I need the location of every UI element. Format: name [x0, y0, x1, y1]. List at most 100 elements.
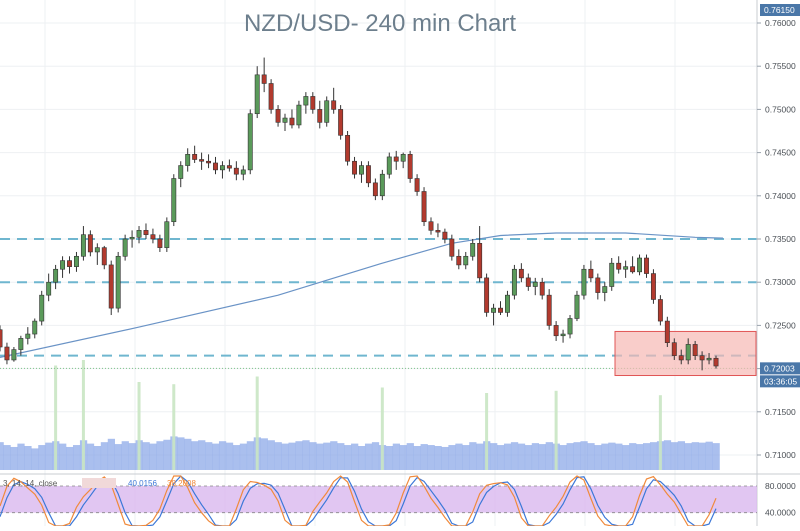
candle-body: [393, 156, 399, 162]
candle-body: [553, 325, 559, 337]
candle-body: [650, 273, 656, 300]
candle-body: [456, 255, 462, 266]
stochastic-d-line: [0, 475, 717, 527]
stochastic-settings-label: 3, 14, 14, close: [3, 479, 58, 488]
highlight-rectangle: [614, 330, 757, 377]
volume-bar: [698, 442, 706, 470]
stochastic-swatch: [82, 478, 116, 488]
candle-body: [546, 294, 552, 326]
candle-body: [359, 165, 364, 175]
candle-body: [94, 247, 100, 253]
volume-bar: [503, 443, 512, 470]
volume-bar: [316, 443, 324, 470]
candle-body: [345, 135, 351, 162]
candle-body: [129, 236, 135, 240]
stochastic-panel: 3, 14, 14, close 40.0156 38.2008 80.0000 40.…: [0, 473, 800, 527]
volume-bar: [427, 445, 435, 470]
volume-spike: [485, 393, 489, 470]
candle-body: [87, 234, 93, 253]
volume-bar: [684, 443, 692, 470]
volume-bar: [476, 443, 484, 470]
volume-bar: [601, 443, 609, 470]
volume-bar: [448, 445, 456, 470]
volume-bar: [677, 441, 686, 470]
volume-bar: [239, 443, 248, 470]
candle-body: [518, 268, 524, 279]
price-tick-label: 0.75500: [765, 61, 796, 71]
volume-bar: [93, 446, 102, 470]
volume-bar: [72, 445, 81, 470]
candle-body: [470, 243, 476, 257]
candle-body: [567, 318, 573, 335]
price-tick-label: 0.72500: [765, 320, 796, 330]
candle-body: [400, 154, 406, 162]
candle-body: [602, 286, 608, 293]
volume-bar: [142, 442, 150, 470]
candle-body: [296, 104, 302, 126]
candle-body: [254, 74, 260, 115]
volume-bar: [191, 441, 199, 470]
countdown-badge: [760, 375, 800, 388]
candle-body: [289, 117, 295, 126]
candle-body: [233, 167, 239, 175]
price-axis: 0.76000 0.75500 0.75000 0.74500 0.74000 0.735…: [756, 0, 800, 526]
stochastic-k-value: 40.0156: [128, 479, 157, 488]
price-axis-background: [757, 0, 800, 470]
volume-bar: [420, 444, 428, 470]
volume-bar: [267, 440, 275, 470]
candle-body: [206, 160, 211, 164]
candle-body: [511, 268, 517, 296]
candle-body: [637, 257, 642, 273]
candle-body: [303, 96, 309, 106]
volume-bar: [121, 441, 129, 470]
candle-body: [595, 277, 601, 293]
candle-body: [317, 109, 323, 123]
candle-body: [414, 178, 420, 192]
candle-body: [525, 277, 531, 287]
candle-body: [25, 333, 31, 339]
candle-body: [164, 221, 170, 248]
volume-bar: [38, 445, 46, 470]
volume-bar: [441, 446, 449, 470]
candle-body: [421, 191, 427, 223]
volume-spike: [658, 395, 662, 470]
volume-bar: [149, 443, 157, 470]
volume-spike: [172, 384, 176, 470]
volume-bar: [45, 442, 53, 470]
candle-body: [157, 238, 163, 248]
candle-body: [192, 154, 198, 160]
candle-body: [136, 230, 142, 238]
volume-bar: [274, 442, 282, 470]
volume-bar: [649, 442, 658, 470]
candle-body: [53, 268, 59, 283]
volume-bar: [580, 441, 588, 470]
candle-body: [219, 165, 225, 171]
volume-bar: [184, 438, 192, 470]
candle-body: [463, 255, 469, 266]
volume-spike: [54, 365, 58, 470]
candle-body: [11, 349, 17, 361]
volume-bar: [156, 441, 164, 470]
volume-bar: [114, 444, 122, 470]
candle-body: [386, 156, 392, 175]
volume-bar: [24, 446, 32, 470]
candle-body: [449, 238, 455, 257]
price-tick-label: 0.76000: [765, 18, 796, 28]
candle-body: [671, 342, 677, 356]
candle-body: [609, 262, 615, 287]
volume-bar: [177, 437, 185, 470]
candle-body: [352, 160, 357, 175]
chart-title: NZD/USD- 240 min Chart: [243, 10, 517, 37]
candle-body: [226, 165, 232, 169]
candle-body: [498, 307, 503, 313]
candle-body: [581, 268, 587, 296]
candle-body: [282, 117, 288, 123]
volume-bar: [587, 443, 595, 470]
candle-body: [484, 277, 490, 313]
volume-bar: [510, 442, 519, 470]
volume-bar: [66, 446, 74, 470]
volume-bars: [0, 360, 720, 470]
countdown-badge-label: 03:36:05: [764, 376, 797, 386]
candle-body: [623, 266, 629, 270]
